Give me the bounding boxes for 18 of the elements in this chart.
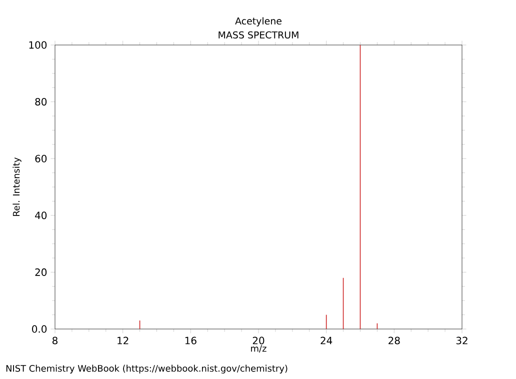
y-tick-label: 60: [35, 154, 47, 162]
x-tick-label: 12: [118, 336, 128, 344]
y-tick-label: 40: [35, 212, 47, 220]
y-tick-label: 0.0: [32, 325, 47, 333]
x-tick-label: 24: [320, 336, 332, 344]
x-tick-label: 16: [185, 336, 196, 344]
text: NIST Chemistry WebBook (https://webbook.nist.gov/chemistry): [6, 364, 288, 374]
x-tick-label: 32: [456, 336, 468, 344]
x-tick-label: 20: [252, 336, 264, 344]
y-tick-label: 80: [35, 98, 47, 106]
chart-title: Acetylene: [235, 17, 282, 26]
y-tick-label: 20: [35, 268, 47, 276]
chart-subtitle: MASS SPECTRUM: [218, 31, 298, 39]
x-tick-label: 8: [52, 336, 58, 344]
y-axis-title: Rel. Intensity: [12, 158, 22, 216]
y-tick-label: 100: [29, 41, 47, 49]
x-axis-title: m/z: [251, 345, 266, 353]
x-tick-label: 28: [388, 336, 400, 344]
